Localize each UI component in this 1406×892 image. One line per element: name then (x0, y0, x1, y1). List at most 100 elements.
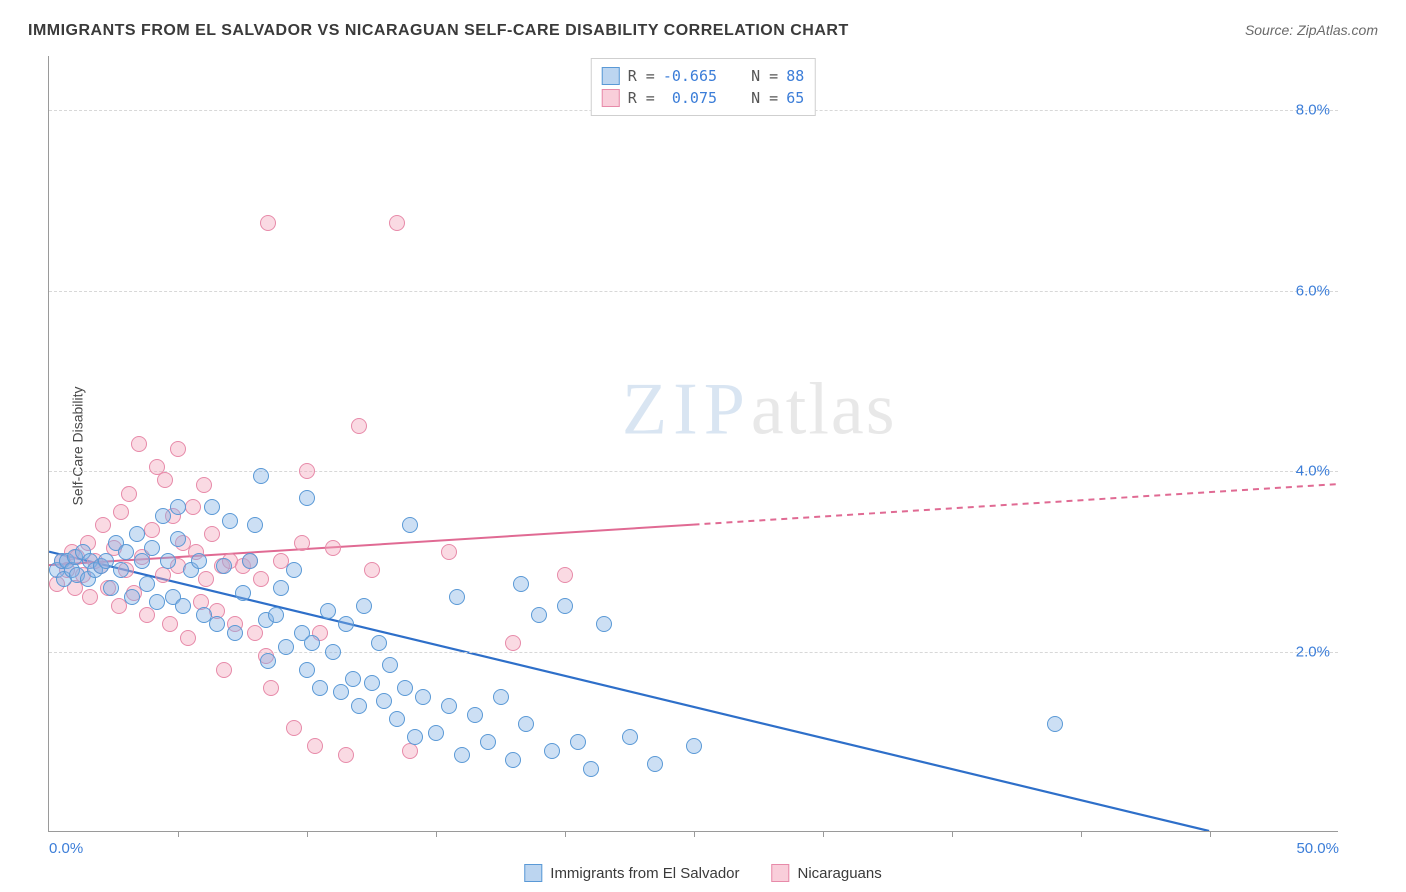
data-point-blue (596, 616, 612, 632)
legend-row-pink: R = 0.075 N = 65 (602, 87, 805, 109)
data-point-blue (124, 589, 140, 605)
data-point-blue (333, 684, 349, 700)
data-point-blue (356, 598, 372, 614)
data-point-pink (131, 436, 147, 452)
swatch-blue (602, 67, 620, 85)
data-point-blue (544, 743, 560, 759)
data-point-pink (286, 720, 302, 736)
data-point-blue (268, 607, 284, 623)
data-point-pink (113, 504, 129, 520)
x-tick-mark (1081, 831, 1082, 837)
r-value-pink: 0.075 (663, 87, 717, 109)
data-point-blue (149, 594, 165, 610)
data-point-blue (531, 607, 547, 623)
data-point-blue (304, 635, 320, 651)
data-point-pink (389, 215, 405, 231)
data-point-blue (216, 558, 232, 574)
data-point-blue (299, 662, 315, 678)
legend-label-pink: Nicaraguans (798, 865, 882, 882)
y-tick-label: 4.0% (1296, 463, 1330, 480)
data-point-pink (294, 535, 310, 551)
data-point-pink (441, 544, 457, 560)
x-tick-mark (823, 831, 824, 837)
source-label: Source: ZipAtlas.com (1245, 22, 1378, 38)
data-point-blue (397, 680, 413, 696)
data-point-blue (647, 756, 663, 772)
data-point-blue (299, 490, 315, 506)
data-point-blue (338, 616, 354, 632)
gridline (49, 291, 1338, 292)
data-point-blue (371, 635, 387, 651)
legend-item-pink: Nicaraguans (772, 864, 882, 882)
data-point-blue (191, 553, 207, 569)
data-point-pink (557, 567, 573, 583)
data-point-blue (160, 553, 176, 569)
data-point-blue (273, 580, 289, 596)
data-point-blue (518, 716, 534, 732)
data-point-pink (196, 477, 212, 493)
data-point-pink (185, 499, 201, 515)
data-point-pink (157, 472, 173, 488)
data-point-blue (235, 585, 251, 601)
data-point-pink (162, 616, 178, 632)
data-point-blue (222, 513, 238, 529)
data-point-blue (1047, 716, 1063, 732)
data-point-blue (351, 698, 367, 714)
data-point-blue (129, 526, 145, 542)
r-value-blue: -0.665 (663, 65, 717, 87)
data-point-blue (686, 738, 702, 754)
trend-lines (49, 56, 1338, 831)
y-tick-label: 2.0% (1296, 643, 1330, 660)
x-tick-mark (565, 831, 566, 837)
data-point-blue (493, 689, 509, 705)
data-point-blue (570, 734, 586, 750)
data-point-pink (198, 571, 214, 587)
data-point-blue (325, 644, 341, 660)
data-point-pink (338, 747, 354, 763)
data-point-blue (320, 603, 336, 619)
data-point-blue (454, 747, 470, 763)
data-point-pink (307, 738, 323, 754)
data-point-pink (325, 540, 341, 556)
x-tick-mark (694, 831, 695, 837)
data-point-blue (134, 553, 150, 569)
n-value-pink: 65 (786, 87, 804, 109)
data-point-blue (247, 517, 263, 533)
data-point-blue (415, 689, 431, 705)
data-point-blue (389, 711, 405, 727)
data-point-pink (247, 625, 263, 641)
data-point-blue (170, 531, 186, 547)
data-point-pink (263, 680, 279, 696)
data-point-pink (299, 463, 315, 479)
data-point-blue (155, 508, 171, 524)
data-point-blue (175, 598, 191, 614)
data-point-pink (121, 486, 137, 502)
data-point-blue (278, 639, 294, 655)
data-point-blue (139, 576, 155, 592)
data-point-blue (557, 598, 573, 614)
x-tick-mark (436, 831, 437, 837)
data-point-blue (312, 680, 328, 696)
data-point-blue (467, 707, 483, 723)
data-point-blue (209, 616, 225, 632)
data-point-pink (180, 630, 196, 646)
swatch-pink (602, 89, 620, 107)
x-tick-mark (178, 831, 179, 837)
r-label: R = (628, 65, 655, 87)
data-point-blue (98, 553, 114, 569)
chart-title: IMMIGRANTS FROM EL SALVADOR VS NICARAGUA… (28, 22, 849, 40)
data-point-pink (260, 215, 276, 231)
x-tick-mark (952, 831, 953, 837)
gridline (49, 652, 1338, 653)
data-point-pink (364, 562, 380, 578)
x-tick-label: 50.0% (1296, 840, 1339, 857)
n-label: N = (751, 87, 778, 109)
data-point-pink (216, 662, 232, 678)
data-point-blue (260, 653, 276, 669)
data-point-pink (144, 522, 160, 538)
data-point-blue (480, 734, 496, 750)
x-tick-label: 0.0% (49, 840, 83, 857)
scatter-plot-area: 2.0%4.0%6.0%8.0%0.0%50.0% (48, 56, 1338, 832)
data-point-blue (113, 562, 129, 578)
series-legend: Immigrants from El Salvador Nicaraguans (524, 864, 881, 882)
